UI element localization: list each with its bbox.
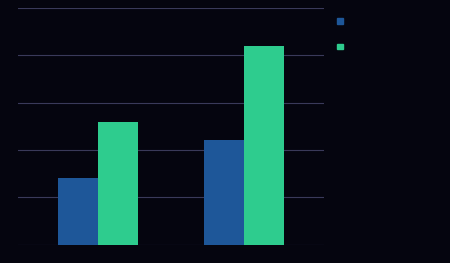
Bar [204, 140, 244, 245]
Bar [98, 122, 138, 245]
Bar [58, 178, 98, 245]
Bar [244, 46, 284, 245]
Legend: Duindorp, Den Haag: Duindorp, Den Haag [338, 17, 388, 52]
